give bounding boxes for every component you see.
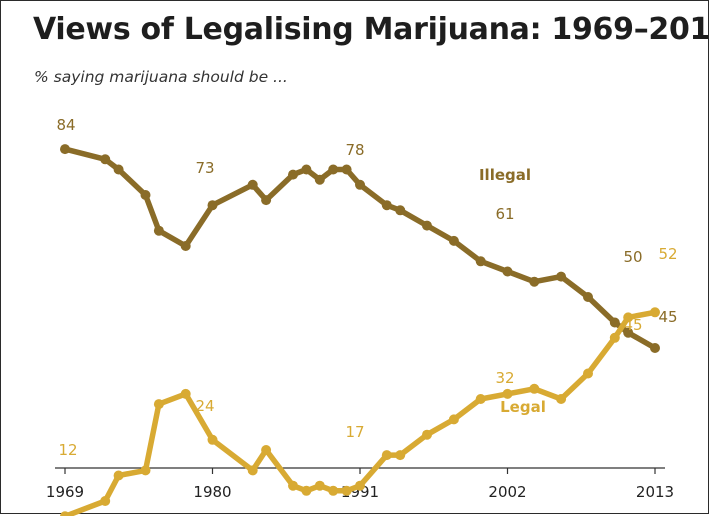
data-label-illegal: 73 (195, 159, 214, 177)
data-label-legal: 12 (58, 441, 77, 459)
data-point-illegal (502, 266, 513, 277)
data-point-legal (153, 399, 164, 410)
data-point-legal (529, 383, 540, 394)
data-point-legal (328, 485, 339, 496)
data-label-illegal: 78 (345, 141, 364, 159)
data-point-legal (180, 388, 191, 399)
data-point-illegal (381, 200, 392, 211)
data-point-illegal (623, 327, 634, 338)
data-point-illegal (207, 200, 218, 211)
data-point-illegal (328, 164, 339, 175)
data-point-legal (609, 332, 620, 343)
chart-title: Views of Legalising Marijuana: 1969–2013 (33, 12, 711, 47)
data-point-illegal (556, 271, 567, 282)
series-line-illegal (62, 146, 658, 351)
data-point-legal (100, 496, 111, 506)
data-label-legal: 52 (658, 245, 677, 263)
data-point-legal (261, 445, 272, 455)
data-point-illegal (609, 317, 620, 328)
data-label-illegal: 45 (658, 308, 677, 326)
data-point-legal (556, 394, 567, 404)
data-label-illegal: 61 (495, 205, 514, 223)
data-point-illegal (100, 154, 111, 165)
data-point-illegal (140, 190, 151, 200)
data-point-illegal (529, 276, 540, 287)
data-point-illegal (314, 174, 325, 185)
data-label-legal: 17 (345, 423, 364, 441)
x-tick-label: 2013 (636, 483, 674, 501)
data-point-illegal (583, 292, 593, 302)
chart-subtitle: % saying marijuana should be ... (34, 68, 288, 86)
data-label-legal: 32 (495, 369, 514, 387)
data-point-illegal (341, 164, 352, 175)
data-label-legal: 24 (195, 397, 214, 415)
data-point-legal (448, 414, 459, 425)
x-tick-label: 1980 (193, 483, 231, 501)
data-point-illegal (395, 205, 406, 216)
data-point-legal (381, 450, 392, 461)
data-point-legal (395, 450, 406, 461)
data-point-illegal (113, 164, 124, 175)
data-point-legal (301, 485, 312, 496)
data-point-legal (422, 429, 432, 440)
data-point-illegal (422, 220, 432, 231)
data-point-illegal (60, 144, 70, 155)
data-point-legal (113, 470, 124, 481)
series-name-illegal: Illegal (479, 166, 531, 184)
data-point-illegal (650, 343, 660, 353)
data-point-legal (623, 312, 634, 323)
data-point-illegal (261, 195, 272, 206)
data-point-illegal (355, 179, 365, 190)
data-point-illegal (448, 235, 459, 246)
data-point-legal (60, 511, 70, 516)
data-point-illegal (180, 241, 191, 251)
data-label-illegal: 84 (56, 116, 75, 134)
data-point-legal (341, 485, 352, 496)
x-tick-label: 2002 (488, 483, 526, 501)
data-point-legal (650, 307, 660, 318)
data-label-legal: 45 (623, 316, 642, 334)
data-point-legal (207, 434, 218, 445)
data-point-legal (314, 480, 325, 491)
data-point-legal (502, 388, 513, 399)
data-label-illegal: 50 (623, 248, 642, 266)
data-point-illegal (475, 256, 486, 267)
data-point-illegal (153, 225, 164, 236)
x-tick-label: 1969 (46, 483, 84, 501)
data-point-legal (583, 368, 593, 379)
data-point-legal (355, 480, 365, 491)
data-point-legal (140, 465, 151, 476)
data-point-legal (475, 394, 486, 404)
data-point-legal (247, 465, 258, 476)
data-point-illegal (247, 179, 258, 190)
data-point-legal (288, 480, 298, 491)
series-name-legal: Legal (500, 398, 546, 416)
data-point-illegal (288, 169, 298, 180)
data-point-illegal (301, 164, 312, 175)
